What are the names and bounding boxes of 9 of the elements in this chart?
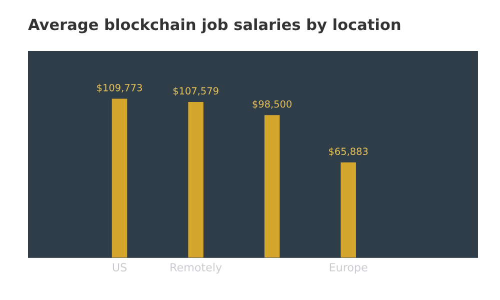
- bar: [264, 115, 280, 258]
- bar: [340, 162, 356, 258]
- data-label: $107,579: [173, 86, 218, 96]
- data-label: $109,773: [97, 84, 142, 93]
- bar: [188, 102, 204, 258]
- data-label: $65,883: [329, 147, 368, 156]
- data-label: $98,500: [252, 100, 292, 109]
- chart-title: Average blockchain job salaries by location: [28, 18, 400, 34]
- bar: [112, 98, 128, 258]
